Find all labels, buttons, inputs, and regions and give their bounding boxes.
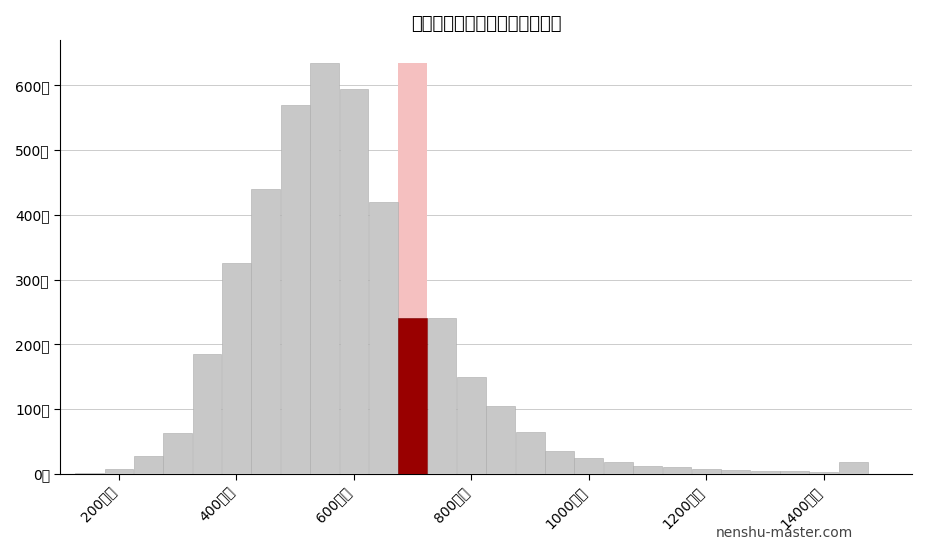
Bar [457, 377, 486, 474]
Bar [251, 189, 280, 474]
Bar [398, 63, 427, 474]
Bar [781, 471, 809, 474]
Bar [75, 472, 104, 474]
Bar [193, 354, 222, 474]
Bar [663, 467, 692, 474]
Bar [515, 432, 544, 474]
Bar [163, 433, 192, 474]
Bar [105, 468, 133, 474]
Bar [839, 462, 868, 474]
Bar [633, 466, 662, 474]
Bar [487, 406, 515, 474]
Bar [222, 263, 251, 474]
Bar [369, 202, 398, 474]
Bar [721, 470, 750, 474]
Title: イーグル工業の年収ポジション: イーグル工業の年収ポジション [411, 15, 562, 33]
Bar [751, 471, 780, 474]
Bar [399, 319, 427, 474]
Bar [281, 105, 310, 474]
Text: nenshu-master.com: nenshu-master.com [716, 526, 853, 540]
Bar [427, 319, 456, 474]
Bar [311, 63, 339, 474]
Bar [809, 472, 838, 474]
Bar [692, 468, 721, 474]
Bar [133, 456, 162, 474]
Bar [575, 458, 603, 474]
Bar [603, 462, 632, 474]
Bar [339, 89, 368, 474]
Bar [545, 451, 574, 474]
